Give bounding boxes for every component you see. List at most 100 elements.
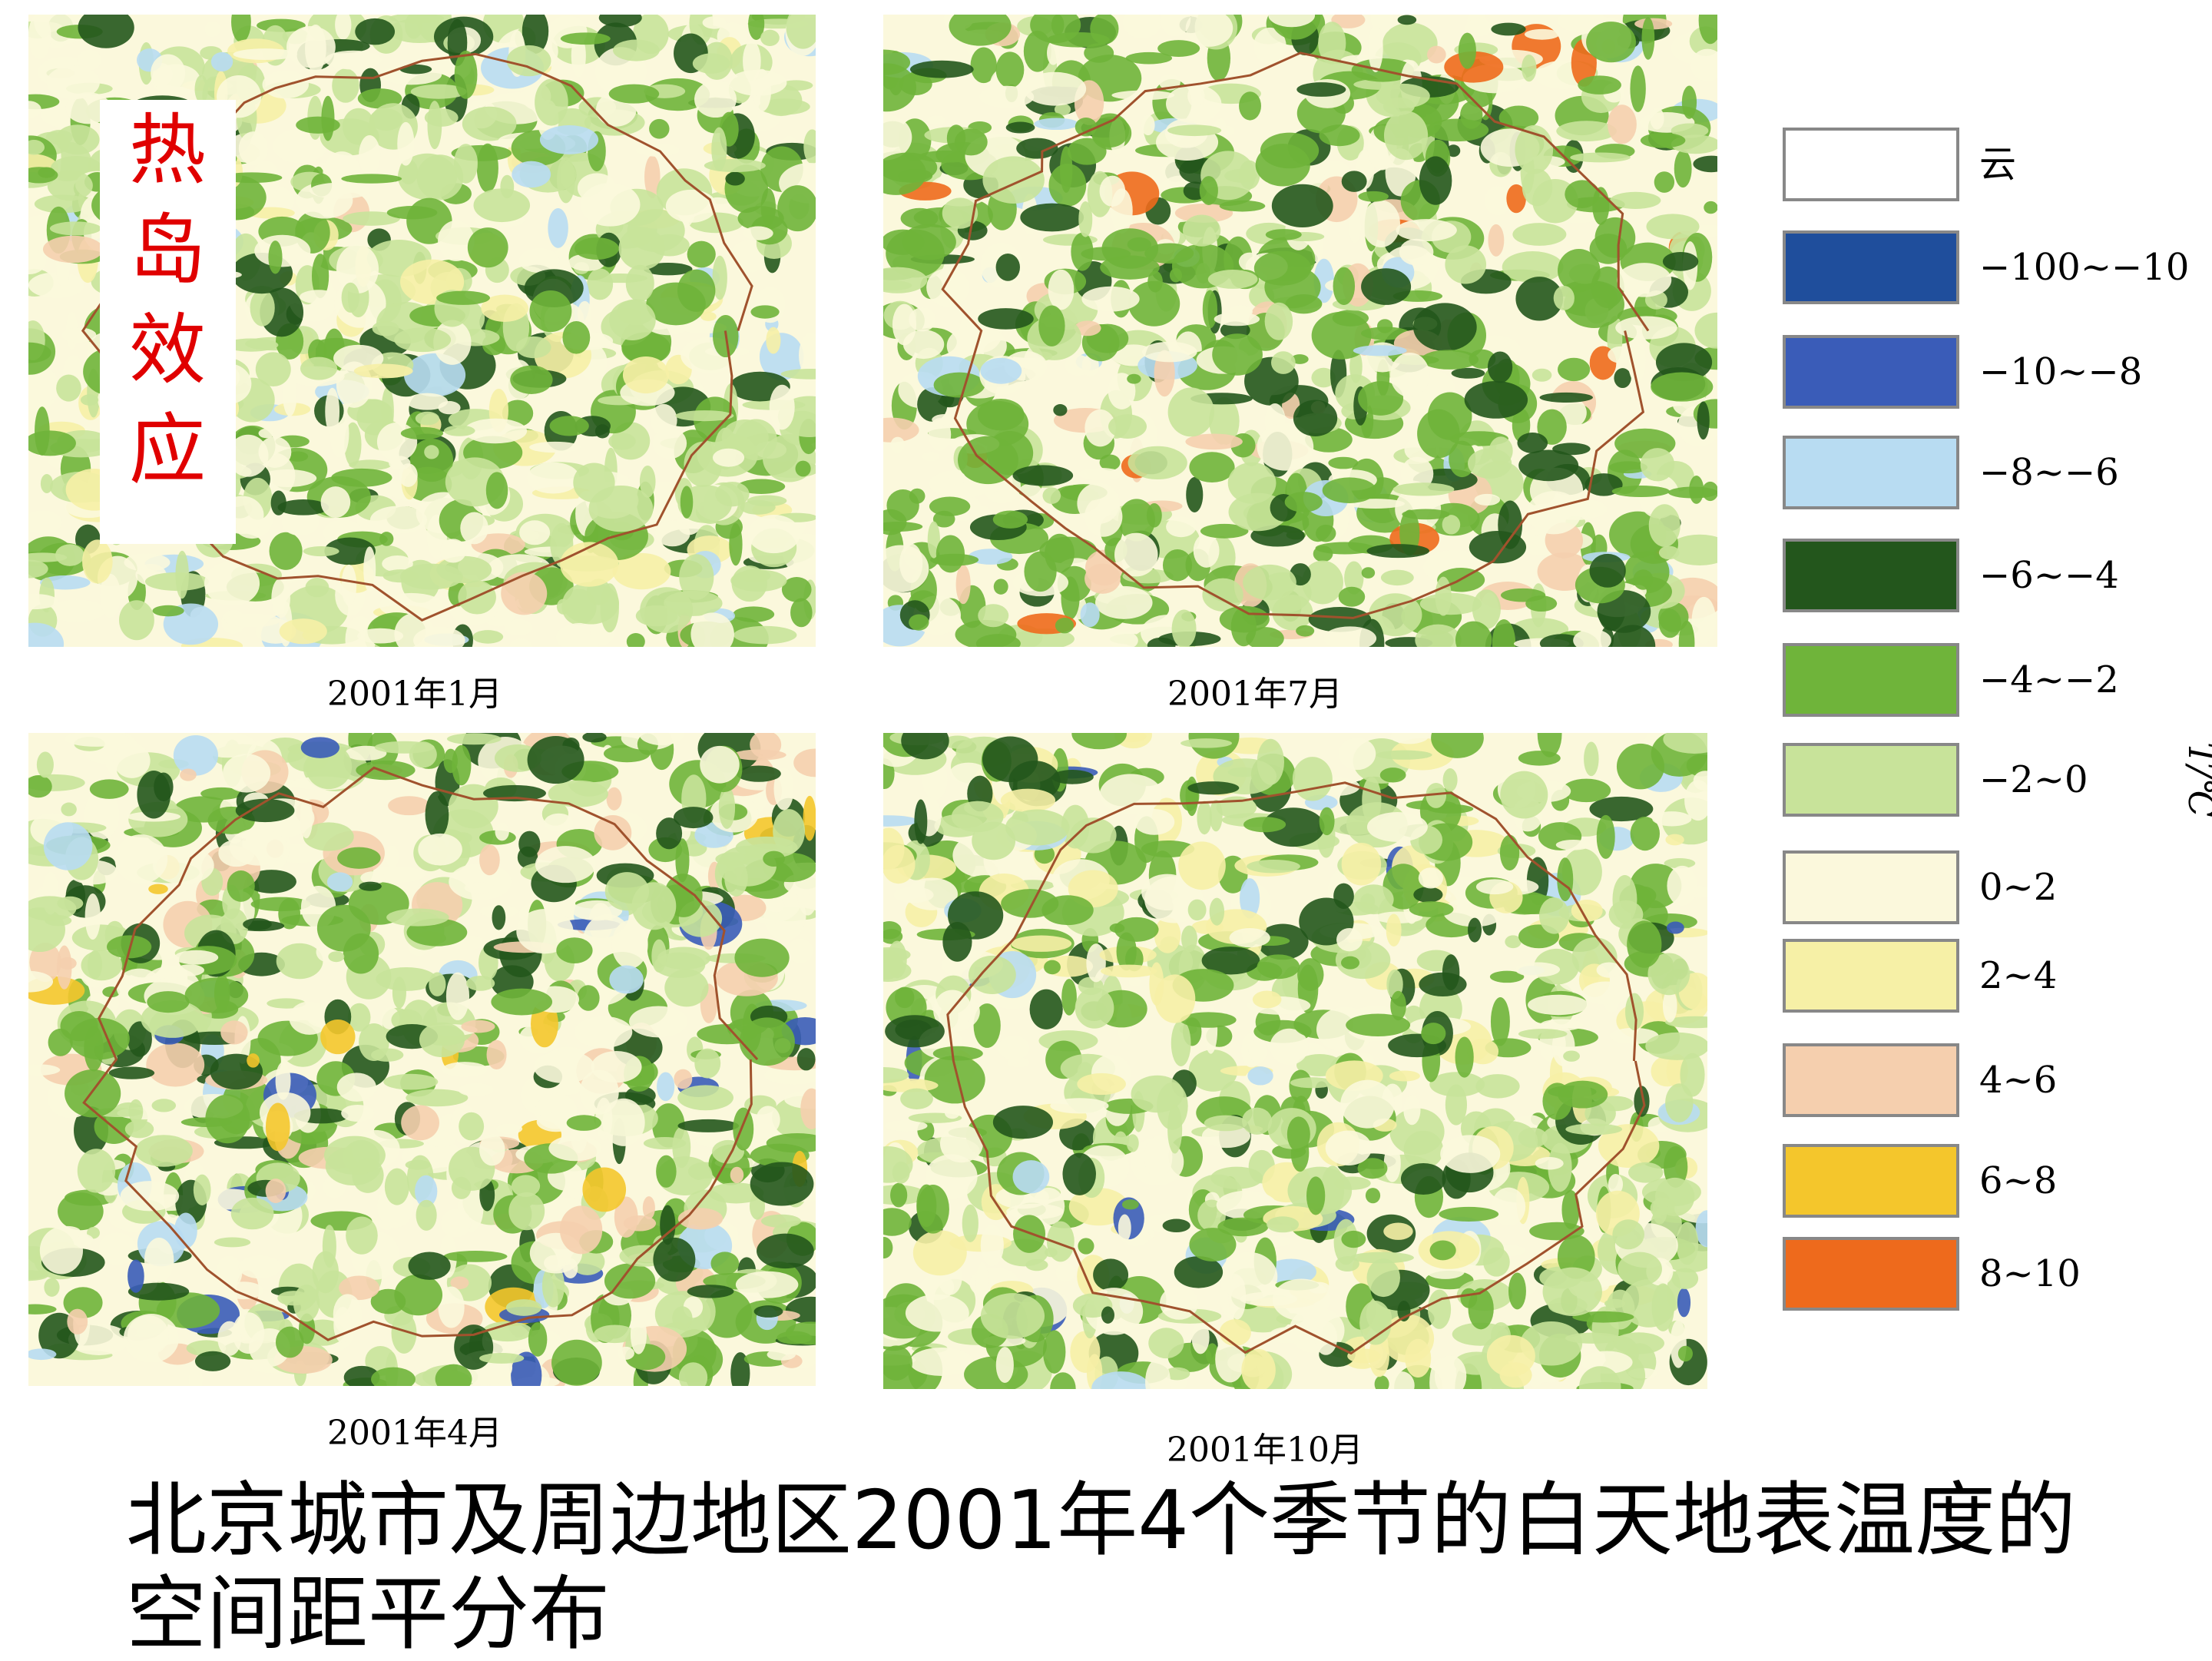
map-patch xyxy=(1019,483,1041,497)
map-patch xyxy=(1187,899,1207,921)
legend-swatch xyxy=(1783,1144,1959,1218)
map-patch xyxy=(440,1208,472,1238)
map-patch xyxy=(305,578,329,598)
map-patch xyxy=(1472,589,1501,629)
map-patch xyxy=(1128,976,1141,987)
map-patch xyxy=(957,436,1018,485)
map-patch xyxy=(1662,251,1699,271)
map-patch xyxy=(47,170,93,201)
map-patch xyxy=(1219,200,1266,212)
map-patch xyxy=(1253,250,1312,286)
map-patch xyxy=(609,300,656,340)
map-patch xyxy=(1227,462,1277,504)
legend-label: −6~−4 xyxy=(1979,554,2119,597)
map-patch xyxy=(625,1086,656,1106)
map-patch xyxy=(608,433,636,450)
legend-swatch xyxy=(1783,539,1959,612)
map-caption: 2001年10月 xyxy=(1167,1431,1363,1470)
map-patch xyxy=(379,532,394,546)
map-patch xyxy=(1704,201,1717,214)
map-patch xyxy=(1522,168,1553,207)
map-patch xyxy=(28,1304,57,1315)
map-patch xyxy=(1403,1094,1421,1126)
map-patch xyxy=(611,920,648,969)
map-patch xyxy=(672,1306,693,1331)
map-patch xyxy=(657,1072,675,1102)
map-patch xyxy=(1608,346,1635,363)
map-patch xyxy=(1368,24,1383,72)
map-patch xyxy=(1081,286,1140,312)
map-patch xyxy=(452,744,472,786)
map-patch xyxy=(1584,741,1599,777)
map-patch xyxy=(757,1233,814,1269)
map-patch xyxy=(883,815,919,827)
map-patch xyxy=(28,342,51,363)
map-patch xyxy=(656,817,683,850)
map-patch xyxy=(1553,285,1575,310)
map-patch xyxy=(376,967,437,991)
map-patch xyxy=(1561,1190,1580,1229)
map-patch xyxy=(391,1311,417,1354)
map-patch xyxy=(216,1255,243,1289)
map-patch xyxy=(388,796,430,816)
map-patch xyxy=(560,542,619,587)
map-patch xyxy=(332,68,359,103)
map-patch xyxy=(230,1197,274,1230)
map-patch xyxy=(286,26,336,68)
map-patch xyxy=(1505,935,1522,949)
map-patch xyxy=(1702,481,1717,502)
map-patch xyxy=(119,600,154,641)
map-patch xyxy=(594,424,610,439)
map-patch xyxy=(629,1006,688,1038)
map-patch xyxy=(1442,768,1458,792)
map-patch xyxy=(357,628,404,644)
map-patch xyxy=(1641,17,1655,60)
map-patch xyxy=(258,436,292,468)
map-patch xyxy=(254,234,311,267)
map-patch xyxy=(299,290,338,304)
map-patch xyxy=(491,988,553,1016)
map-patch xyxy=(1134,808,1175,835)
map-patch xyxy=(1012,465,1074,486)
map-patch xyxy=(1474,493,1501,506)
map-patch xyxy=(1484,185,1512,216)
map-patch xyxy=(1467,1038,1499,1065)
map-patch xyxy=(973,1003,1001,1048)
map-patch xyxy=(343,211,400,226)
legend-label: 8~10 xyxy=(1979,1252,2081,1295)
map-patch xyxy=(948,471,966,485)
map-patch xyxy=(399,159,419,184)
map-patch xyxy=(1610,191,1661,209)
map-patch xyxy=(39,1227,84,1275)
map-patch xyxy=(977,398,1025,431)
map-patch xyxy=(1361,268,1412,305)
map-patch xyxy=(1537,409,1567,445)
map-patch xyxy=(1413,887,1443,903)
map-patch xyxy=(341,564,357,606)
map-patch xyxy=(951,801,1004,833)
map-patch xyxy=(406,393,449,410)
map-patch xyxy=(1265,229,1302,240)
map-patch xyxy=(1191,1321,1210,1354)
map-patch xyxy=(255,352,291,387)
map-patch xyxy=(1609,1027,1659,1044)
map-patch xyxy=(909,488,926,504)
map-patch xyxy=(442,1062,488,1078)
map-patch xyxy=(1358,381,1404,416)
map-patch xyxy=(40,473,53,493)
map-patch xyxy=(1486,1334,1535,1377)
map-patch xyxy=(1526,491,1581,535)
map-patch xyxy=(501,572,548,615)
map-patch xyxy=(1075,987,1114,1029)
map-patch xyxy=(1608,461,1647,474)
map-patch xyxy=(425,791,449,839)
map-patch xyxy=(405,1159,431,1170)
map-patch xyxy=(1412,303,1477,352)
map-panels: 2001年1月 2001年7月 2001年4月 2001年10月 xyxy=(28,15,1717,1470)
map-patch xyxy=(1469,530,1527,564)
map-patch xyxy=(386,206,438,220)
map-patch xyxy=(217,1321,242,1356)
map-patch xyxy=(1586,22,1637,63)
map-patch xyxy=(643,1137,687,1150)
